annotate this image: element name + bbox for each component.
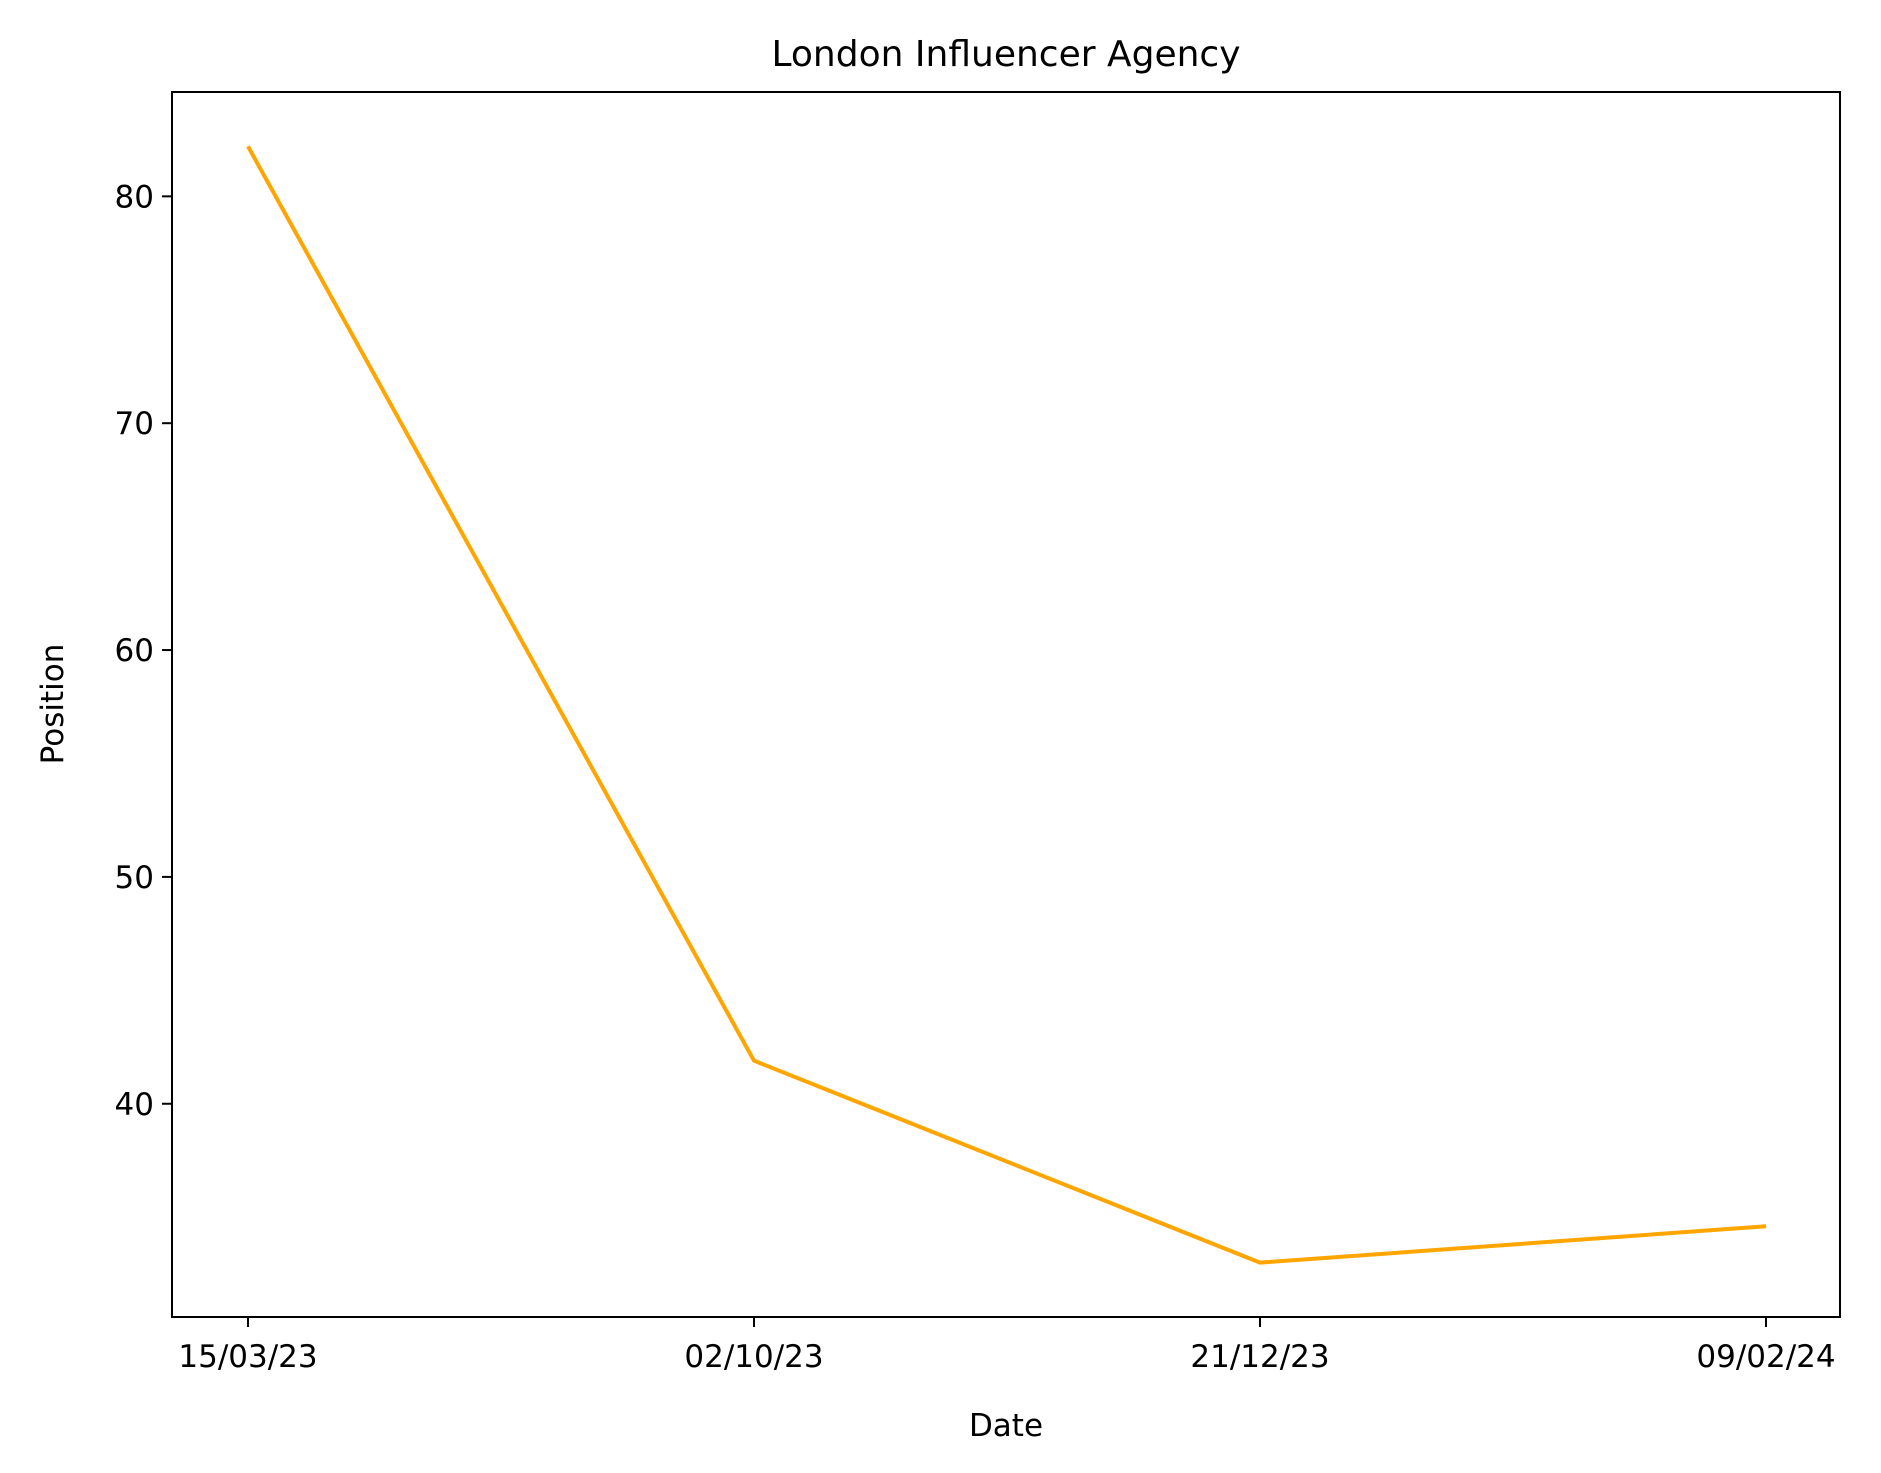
y-tick-label: 70 (115, 406, 154, 442)
x-tick-label: 09/02/24 (1696, 1339, 1835, 1375)
series-line-0 (246, 145, 1767, 1265)
plot-area (246, 145, 1767, 1265)
y-tick-label: 50 (115, 860, 154, 896)
x-axis-label: Date (969, 1408, 1043, 1444)
y-tick-label: 80 (115, 179, 154, 215)
x-tick-label: 15/03/23 (178, 1339, 317, 1375)
y-axis: 40 50 60 70 80 (115, 179, 172, 1123)
y-tick-label: 60 (115, 633, 154, 669)
x-tick-label: 21/12/23 (1190, 1339, 1329, 1375)
chart-title: London Influencer Agency (771, 34, 1240, 75)
x-tick-label: 02/10/23 (684, 1339, 823, 1375)
y-axis-label: Position (35, 644, 71, 765)
x-axis: 15/03/23 02/10/23 21/12/23 09/02/24 (178, 1317, 1836, 1375)
y-tick-label: 40 (115, 1087, 154, 1123)
plot-frame (171, 91, 1841, 1318)
